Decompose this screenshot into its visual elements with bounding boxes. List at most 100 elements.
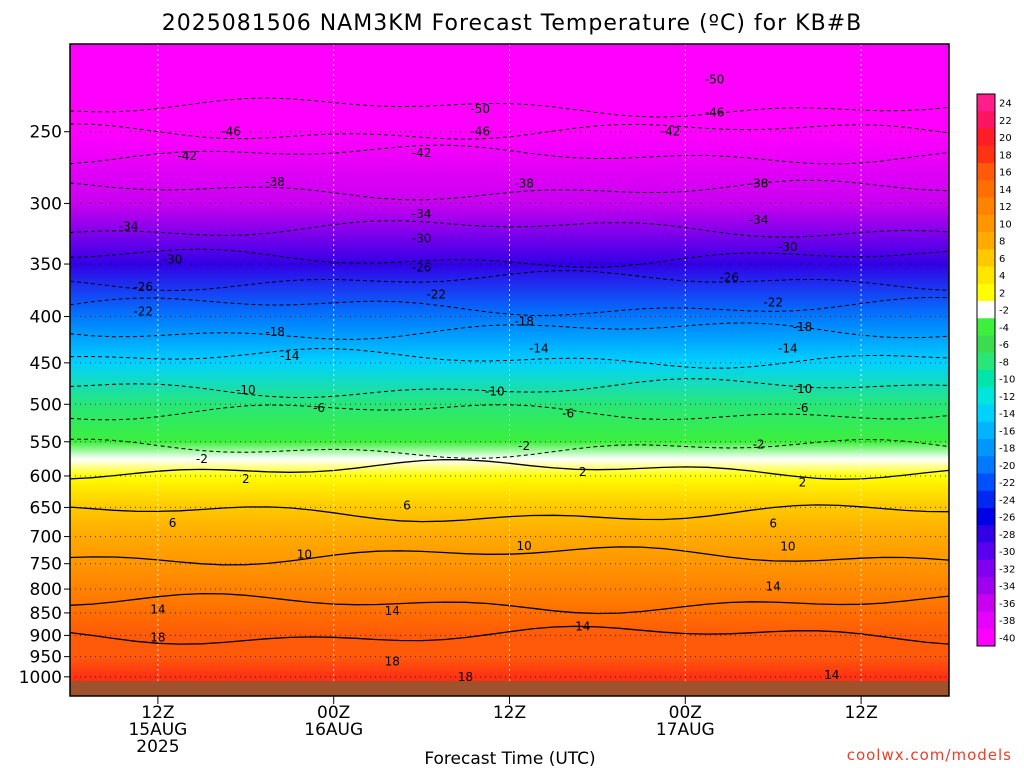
contour-line--6	[70, 404, 949, 421]
colorbar-label: -38	[999, 616, 1015, 627]
contour-label: -46	[705, 105, 725, 119]
contour-label: 18	[150, 631, 165, 645]
contour-label: -38	[265, 175, 285, 189]
y-tick-label: 550	[30, 433, 62, 453]
contour-label: -30	[163, 253, 183, 267]
contour-label: -30	[412, 232, 432, 246]
colorbar-label: -2	[999, 306, 1009, 317]
colorbar-label: -4	[999, 323, 1009, 334]
colorbar-label: 2	[999, 288, 1005, 299]
colorbar-label: -26	[999, 513, 1015, 524]
y-tick-label: 1000	[19, 668, 62, 688]
colorbar-swatch	[977, 559, 995, 578]
colorbar-label: 16	[999, 168, 1012, 179]
colorbar-swatch	[977, 318, 995, 336]
contour-label: -38	[514, 176, 534, 190]
colorbar: 24 22 20 18 16 14 12 10 8 6 4 2 -2 -4 -6 -8 -10 -12 -14 -16…	[976, 93, 1015, 647]
contour-label: -22	[426, 287, 446, 301]
colorbar-label: -18	[999, 444, 1015, 455]
contour-label: 6	[403, 499, 411, 513]
x-tick-label: 16AUG	[304, 720, 363, 740]
x-tick-label: 12Z	[844, 703, 877, 723]
colorbar-swatch	[977, 456, 995, 474]
colorbar-label: 14	[999, 185, 1012, 196]
contour-label: -18	[265, 325, 285, 339]
contour-line--42	[70, 144, 949, 165]
contour-label: -18	[514, 314, 534, 328]
contour-line-18	[70, 625, 949, 645]
colorbar-swatch	[977, 577, 995, 595]
contour-line--50	[70, 97, 949, 118]
colorbar-swatch	[977, 128, 995, 147]
contour-label: -14	[529, 342, 549, 356]
contour-label: 14	[575, 620, 590, 634]
contour-label: -18	[793, 320, 813, 334]
x-tick-label: 00Z	[317, 703, 350, 723]
colorbar-label: 8	[999, 237, 1005, 248]
x-tick-label: 00Z	[669, 703, 702, 723]
colorbar-label: -10	[999, 375, 1015, 386]
contour-label: -42	[177, 149, 197, 163]
colorbar-label: -20	[999, 461, 1015, 472]
contour-label: -22	[133, 305, 153, 319]
colorbar-label: -6	[999, 340, 1009, 351]
x-tick-label: 17AUG	[656, 720, 715, 740]
contour-label: -46	[221, 125, 241, 139]
colorbar-label: 20	[999, 133, 1012, 144]
colorbar-swatch	[977, 180, 995, 198]
contour-label: -34	[749, 213, 769, 227]
contour-label: -14	[778, 342, 798, 356]
contour-label: -14	[280, 349, 300, 363]
colorbar-label: -34	[999, 582, 1015, 593]
colorbar-swatch	[977, 387, 995, 405]
contour-line--46	[70, 123, 949, 140]
colorbar-swatch	[977, 421, 995, 440]
colorbar-label: 24	[999, 99, 1012, 110]
contour-label: -22	[763, 296, 783, 310]
contour-label: -26	[719, 270, 739, 284]
colorbar-swatch	[977, 283, 995, 302]
colorbar-label: 22	[999, 116, 1012, 127]
contour-label: 6	[169, 516, 177, 530]
contour-label: -6	[313, 401, 325, 415]
contour-label: -6	[562, 407, 574, 421]
colorbar-label: 10	[999, 219, 1012, 230]
colorbar-label: 18	[999, 150, 1012, 161]
colorbar-label: -30	[999, 547, 1015, 558]
x-tick-label: 12Z	[493, 703, 526, 723]
colorbar-label: -32	[999, 564, 1015, 575]
contour-label: 2	[579, 465, 587, 479]
contour-label: 2	[799, 475, 807, 489]
contour-label: 14	[385, 604, 400, 618]
contour-label: 6	[769, 516, 777, 530]
contour-label: 2	[242, 472, 250, 486]
y-tick-label: 850	[30, 604, 62, 624]
colorbar-swatch	[977, 525, 995, 543]
contour-label: -34	[412, 207, 432, 221]
y-tick-label: 250	[30, 123, 62, 143]
contour-line-6	[70, 504, 949, 523]
y-tick-label: 300	[30, 194, 62, 214]
colorbar-swatch	[977, 111, 995, 129]
credit-text: coolwx.com/models	[847, 746, 1012, 764]
colorbar-swatch	[977, 611, 995, 630]
colorbar-swatch	[977, 439, 995, 457]
colorbar-label: -8	[999, 357, 1009, 368]
y-tick-label: 450	[30, 354, 62, 374]
y-tick-label: 750	[30, 555, 62, 575]
contour-label: -50	[705, 73, 725, 87]
grid-lines	[70, 44, 949, 696]
contour-label: 14	[824, 668, 839, 682]
colorbar-label: -22	[999, 478, 1015, 489]
colorbar-swatch	[977, 301, 995, 319]
y-tick-label: 400	[30, 308, 62, 328]
colorbar-swatch	[977, 352, 995, 371]
colorbar-swatch	[977, 214, 995, 233]
contour-label: -10	[236, 383, 256, 397]
contour-label: 10	[517, 539, 532, 553]
colorbar-label: 6	[999, 254, 1005, 265]
colorbar-swatch	[977, 628, 995, 647]
colorbar-swatch	[977, 370, 995, 388]
contour-label: -50	[470, 102, 490, 116]
